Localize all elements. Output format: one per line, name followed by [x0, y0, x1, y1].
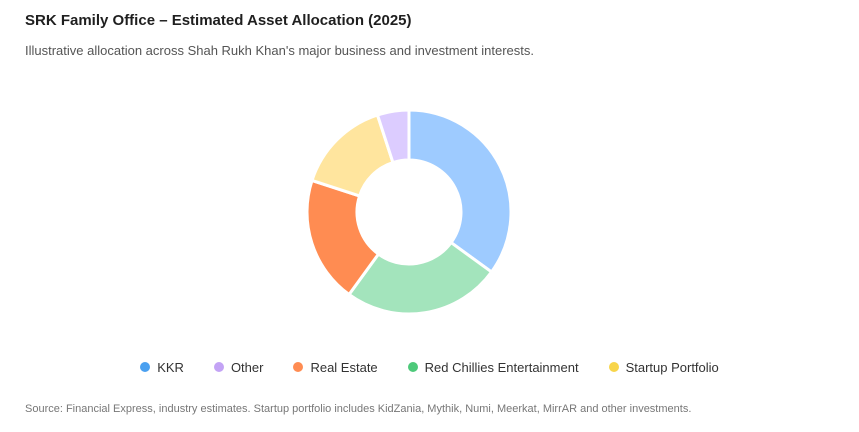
legend-item-real-estate[interactable]: Real Estate — [293, 359, 378, 375]
legend-item-startup-portfolio[interactable]: Startup Portfolio — [608, 359, 719, 375]
legend-item-kkr[interactable]: KKR — [140, 360, 184, 375]
donut-slice-real-estate[interactable] — [305, 178, 381, 297]
source-note: Source: Financial Express, industry esti… — [25, 403, 692, 415]
legend-item-red-chillies-entertainment[interactable]: Red Chillies Entertainment — [407, 359, 579, 375]
chart-title: SRK Family Office – Estimated Asset Allo… — [25, 12, 412, 29]
donut-slice-kkr[interactable] — [407, 108, 513, 275]
legend-dot-icon — [608, 362, 619, 372]
donut-chart — [0, 95, 859, 330]
legend-dot-icon — [140, 362, 151, 372]
donut-chart-svg — [305, 108, 513, 316]
legend-dot-icon — [293, 362, 304, 372]
donut-slice-red-chillies-entertainment[interactable] — [346, 240, 494, 316]
legend-dot-icon — [213, 362, 224, 372]
chart-legend: KKR Other Real Estate Red Chillies Entertai… — [0, 356, 859, 378]
legend-dot-icon — [407, 362, 418, 372]
donut-slice-other[interactable] — [375, 108, 411, 165]
legend-item-other[interactable]: Other — [213, 359, 264, 375]
legend-label: Startup Portfolio — [625, 359, 719, 375]
legend-label: Other — [230, 359, 264, 375]
chart-subtitle: Illustrative allocation across Shah Rukh… — [25, 43, 535, 58]
legend-label: Red Chillies Entertainment — [424, 359, 579, 375]
legend-label: Real Estate — [310, 359, 378, 375]
legend-label: KKR — [157, 359, 184, 375]
